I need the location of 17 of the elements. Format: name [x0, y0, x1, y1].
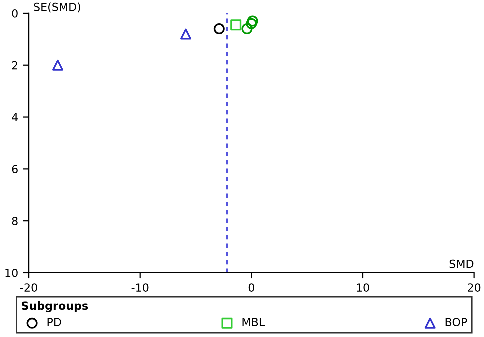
- y-tick-label: 10: [6, 268, 18, 278]
- y-tick-label: 2: [12, 61, 18, 70]
- legend-label: MBL: [242, 318, 266, 326]
- x-tick-label: 20: [468, 284, 481, 292]
- y-axis-title: SE(SMD): [34, 2, 80, 13]
- x-tick-label: -20: [20, 284, 38, 292]
- y-tick-label: 4: [12, 113, 18, 122]
- legend-label: BOP: [446, 318, 468, 326]
- legend-title: Subgroups: [22, 302, 88, 312]
- x-axis-title: SMD: [450, 260, 474, 268]
- x-tick-label: 10: [357, 284, 370, 292]
- y-tick-label: 6: [12, 165, 18, 174]
- y-tick-label: 8: [12, 217, 18, 226]
- legend-label: PD: [48, 318, 62, 326]
- x-tick-label: 0: [248, 284, 254, 292]
- x-tick-label: -10: [132, 284, 149, 292]
- y-tick-label: 0: [12, 9, 18, 18]
